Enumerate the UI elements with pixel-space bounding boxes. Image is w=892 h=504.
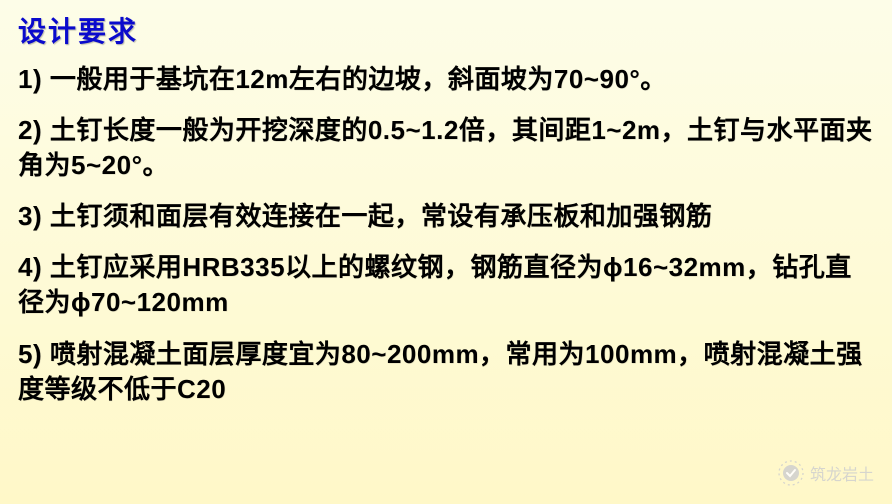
watermark: 筑龙岩土 [778,460,874,486]
requirement-item-5: 5) 喷射混凝土面层厚度宜为80~200mm，常用为100mm，喷射混凝土强度等… [18,337,874,407]
requirement-item-3: 3) 土钉须和面层有效连接在一起，常设有承压板和加强钢筋 [18,199,874,234]
requirement-item-1: 1) 一般用于基坑在12m左右的边坡，斜面坡为70~90°。 [18,62,874,97]
wechat-icon [778,460,804,486]
requirement-item-4: 4) 土钉应采用HRB335以上的螺纹钢，钢筋直径为ϕ16~32mm，钻孔直径为… [18,250,874,320]
requirement-item-2: 2) 土钉长度一般为开挖深度的0.5~1.2倍，其间距1~2m，土钉与水平面夹角… [18,113,874,183]
watermark-label: 筑龙岩土 [810,461,874,485]
slide-content: 设计要求 1) 一般用于基坑在12m左右的边坡，斜面坡为70~90°。 2) 土… [0,0,892,504]
slide-title: 设计要求 [18,10,874,50]
